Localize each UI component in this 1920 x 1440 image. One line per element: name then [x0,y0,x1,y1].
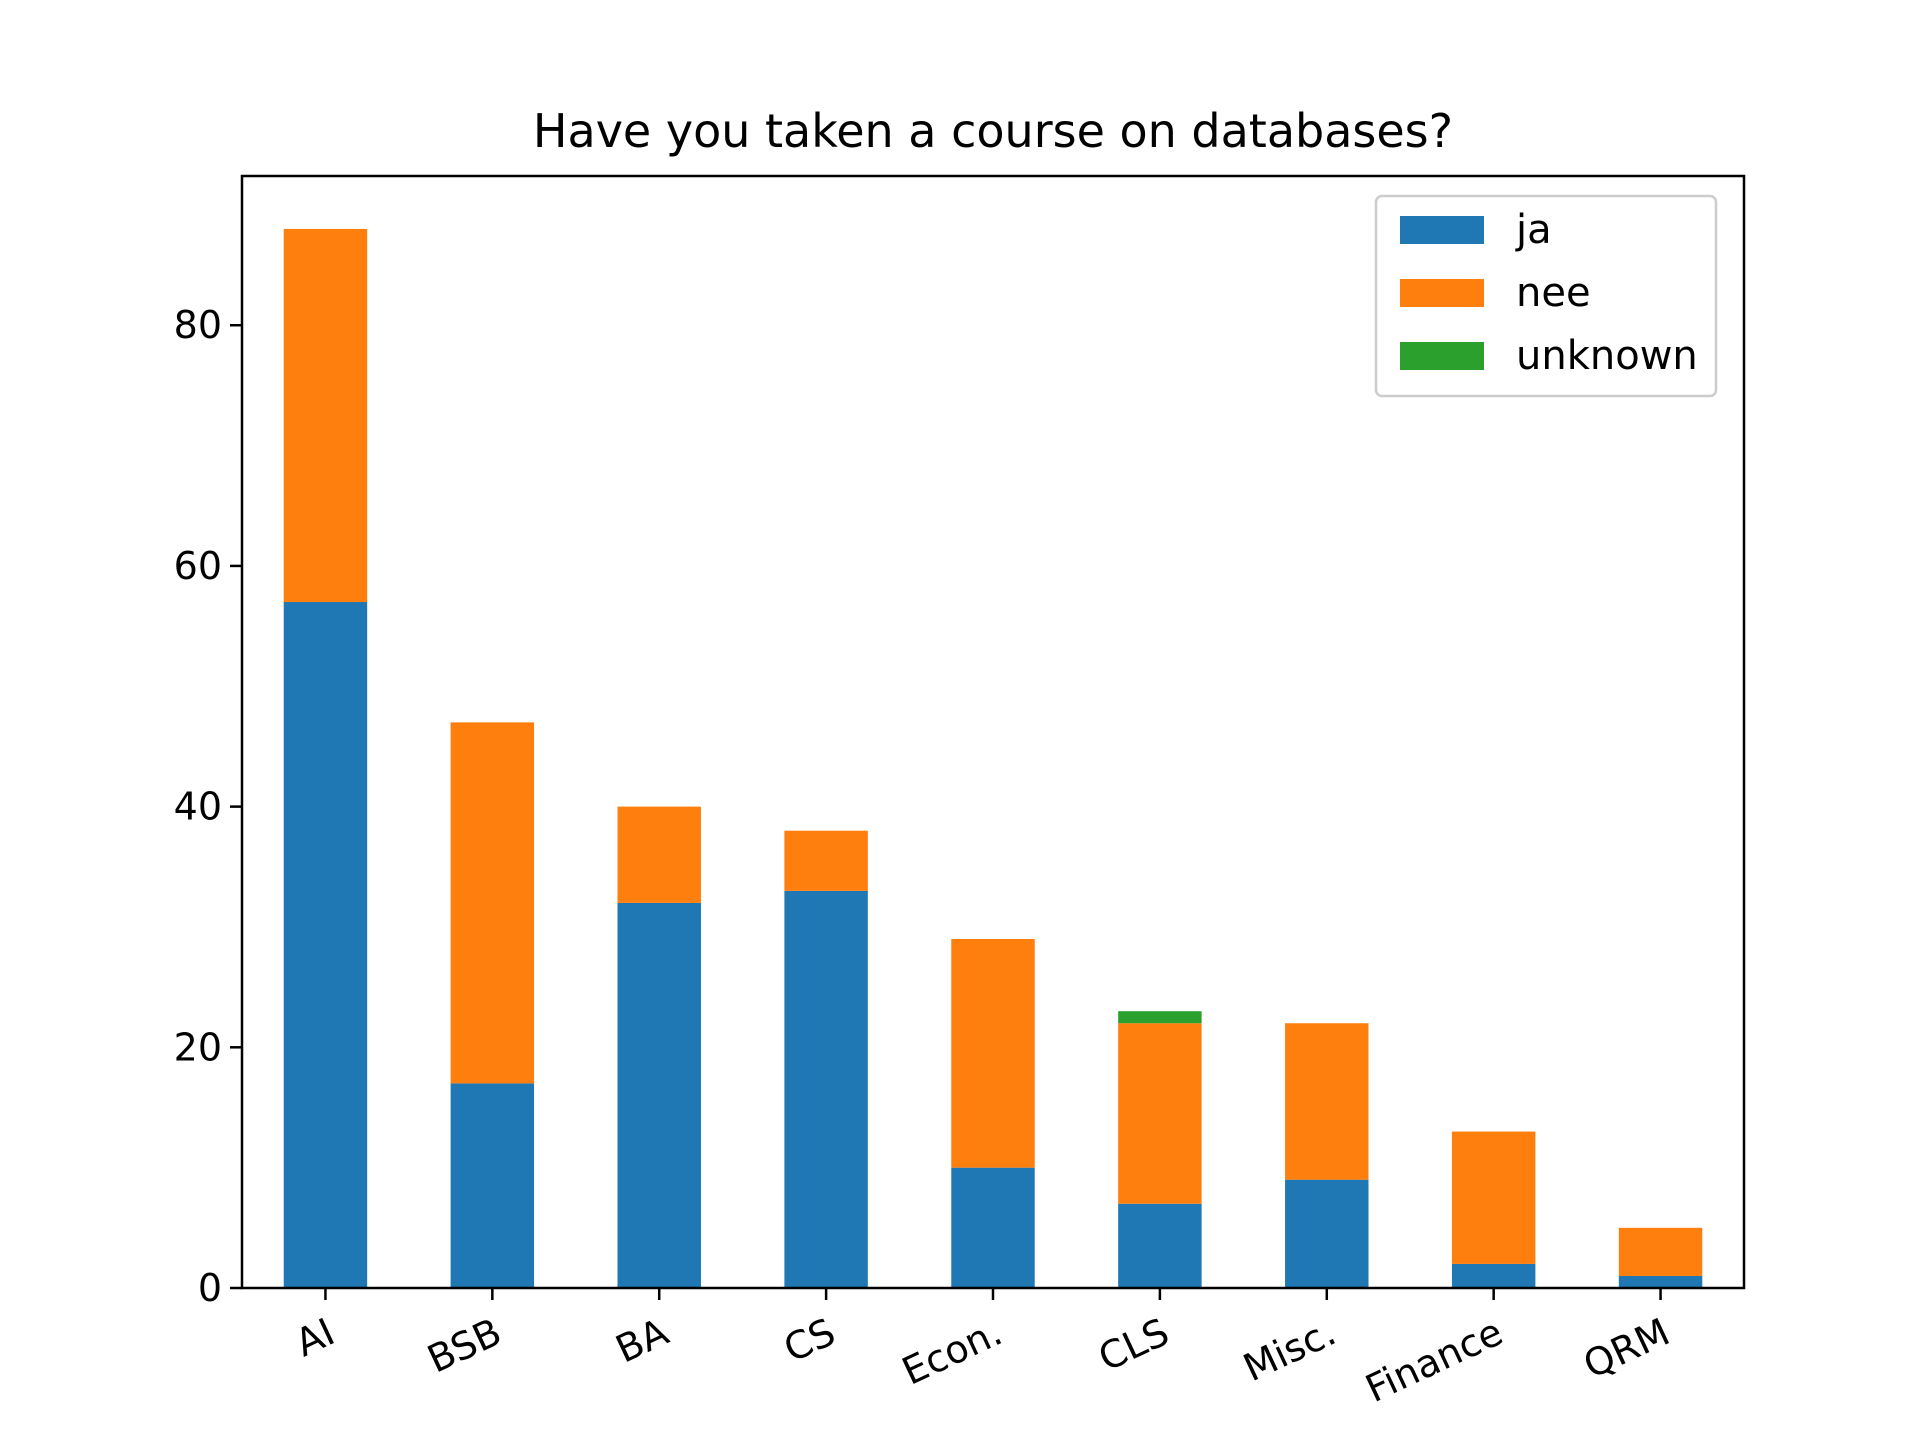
bar-ja-cs [784,890,868,1288]
y-axis: 0 20 40 60 80 [174,303,242,1310]
bar-nee-econ [951,938,1035,1168]
y-tick-label: 40 [174,785,222,829]
bar-nee-finance [1451,1131,1536,1264]
bar-ja-ba [617,902,701,1288]
bar-ja-misc [1285,1179,1369,1288]
bar-nee-bsb [450,722,535,1084]
legend-swatch-unknown [1400,342,1484,370]
legend-swatch-nee [1400,279,1484,307]
y-tick-label: 0 [198,1266,222,1310]
bars-layer [283,228,1703,1288]
bar-nee-ai [283,228,368,603]
bar-ja-finance [1451,1263,1536,1288]
legend-label-ja: ja [1515,207,1552,253]
bar-nee-cls [1118,1023,1202,1204]
bar-nee-misc [1285,1023,1369,1180]
bar-ja-cls [1118,1203,1202,1288]
bar-unknown-cls [1118,1011,1202,1024]
bar-ja-qrm [1618,1275,1703,1288]
bar-ja-ai [283,602,368,1288]
legend-label-unknown: unknown [1516,333,1698,379]
legend-swatch-ja [1400,216,1484,244]
bar-ja-econ [951,1167,1035,1288]
y-tick-label: 80 [174,303,222,347]
bar-nee-ba [617,806,701,903]
bar-nee-qrm [1618,1227,1703,1276]
bar-ja-bsb [450,1083,535,1288]
bar-nee-cs [784,830,868,891]
chart-title: Have you taken a course on databases? [533,104,1453,158]
legend-label-nee: nee [1516,270,1591,316]
y-tick-label: 20 [174,1025,222,1069]
legend: ja nee unknown [1374,194,1718,398]
y-tick-label: 60 [174,544,222,588]
